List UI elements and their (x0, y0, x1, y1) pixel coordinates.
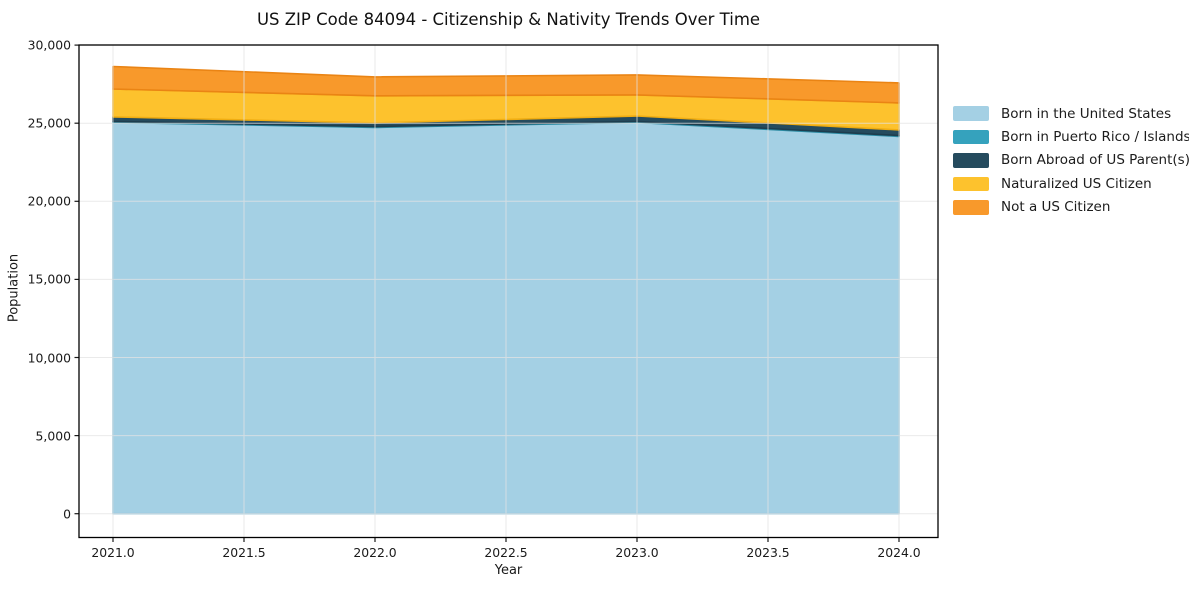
x-axis-label: Year (494, 563, 523, 578)
legend-label: Born in Puerto Rico / Islands (1001, 129, 1189, 146)
y-tick-label: 15,000 (27, 271, 71, 287)
y-tick-label: 30,000 (27, 37, 71, 53)
legend-swatch (953, 176, 989, 192)
x-tick-label: 2024.0 (877, 545, 921, 560)
legend-item: Born in Puerto Rico / Islands (953, 125, 1189, 148)
legend-label: Naturalized US Citizen (1001, 175, 1152, 192)
legend-item: Born in the United States (953, 102, 1189, 125)
y-axis-label: Population (6, 253, 22, 323)
legend-swatch (953, 106, 989, 121)
x-tick-label: 2023.0 (615, 545, 659, 560)
y-tick-label: 5,000 (35, 428, 71, 444)
x-tick-label: 2022.0 (353, 545, 397, 560)
plot-border (78, 44, 939, 539)
legend-item: Naturalized US Citizen (953, 172, 1189, 195)
legend-item: Not a US Citizen (953, 196, 1189, 219)
x-tick-label: 2021.0 (91, 545, 135, 560)
legend-item: Born Abroad of US Parent(s) (953, 149, 1189, 172)
legend-label: Not a US Citizen (1001, 199, 1111, 216)
legend-label: Born Abroad of US Parent(s) (1001, 152, 1189, 169)
x-tick-label: 2021.5 (222, 545, 266, 560)
legend-swatch (953, 200, 989, 215)
y-tick-label: 0 (63, 506, 71, 522)
legend-swatch (953, 129, 989, 145)
legend-swatch (953, 153, 989, 168)
x-tick-label: 2023.5 (746, 545, 790, 560)
y-tick-label: 25,000 (27, 115, 71, 131)
legend-label: Born in the United States (1001, 105, 1172, 122)
y-tick-label: 20,000 (27, 193, 71, 209)
tick-marks (74, 44, 900, 542)
chart-title: US ZIP Code 84094 - Citizenship & Nativi… (256, 10, 761, 29)
y-tick-label: 10,000 (27, 350, 71, 365)
gridlines (79, 44, 938, 538)
x-tick-label: 2022.5 (484, 545, 528, 560)
legend: Born in the United States Born in Puerto … (953, 102, 1189, 219)
